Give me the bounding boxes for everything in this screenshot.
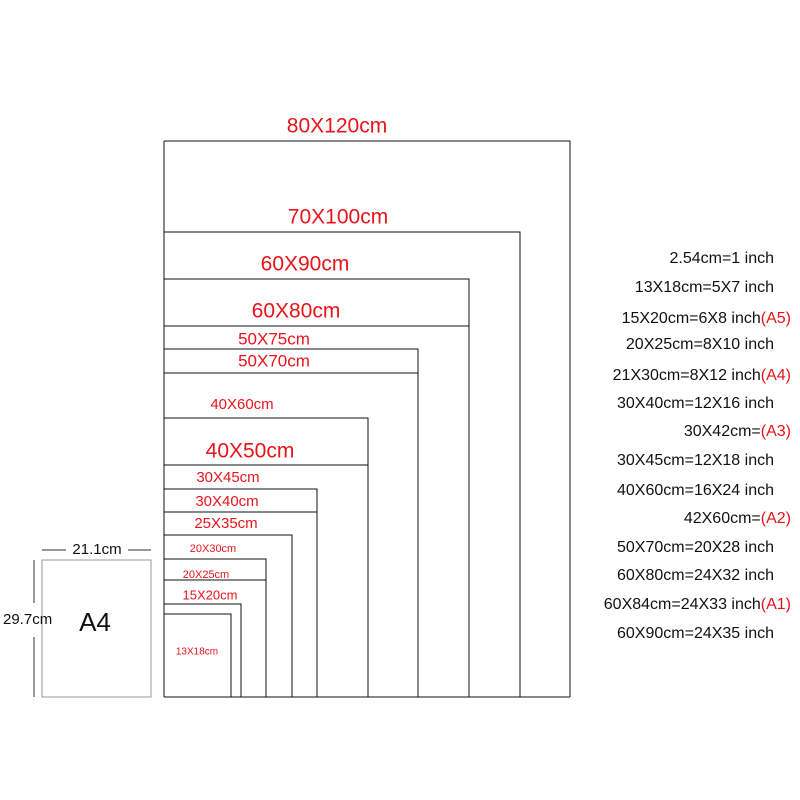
conversion-tag: (A1) (761, 596, 791, 613)
size-label: 40X50cm (206, 440, 295, 463)
conversion-text: 20X25cm=8X10 inch (626, 336, 774, 353)
size-label: 50X70cm (238, 351, 310, 370)
size-label: 40X60cm (210, 396, 273, 413)
size-frame (164, 231, 521, 697)
conversion-line: 30X45cm=12X18 inch (617, 452, 774, 469)
size-label: 20X25cm (183, 569, 229, 581)
conversion-text: 21X30cm=8X12 inch (613, 367, 761, 384)
conversion-text: 50X70cm=20X28 inch (617, 539, 774, 556)
size-frame (164, 140, 571, 697)
size-label: 13X18cm (176, 647, 218, 658)
a4-height: 29.7cm (3, 611, 52, 628)
conversion-line: 60X90cm=24X35 inch (617, 625, 774, 642)
conversion-text: 42X60cm= (684, 510, 761, 527)
size-frame (164, 372, 419, 697)
size-label: 60X80cm (252, 300, 341, 323)
conversion-text: 13X18cm=5X7 inch (635, 279, 774, 296)
conversion-line: 50X70cm=20X28 inch (617, 539, 774, 556)
size-frame (164, 511, 318, 697)
conversion-text: 2.54cm=1 inch (669, 250, 774, 267)
conversion-tag: (A4) (761, 367, 791, 384)
conversion-line: 60X84cm=24X33 inch(A1) (604, 596, 791, 613)
conversion-line: 20X25cm=8X10 inch (626, 336, 774, 353)
size-label: 80X120cm (287, 115, 387, 138)
a4-label: A4 (79, 607, 111, 637)
conversion-tag: (A2) (761, 510, 791, 527)
conversion-line: 30X42cm=(A3) (684, 423, 791, 440)
size-label: 50X75cm (238, 329, 310, 348)
size-frame (164, 325, 470, 697)
conversion-text: 40X60cm=16X24 inch (617, 482, 774, 499)
size-label: 25X35cm (194, 515, 257, 532)
conversion-text: 60X90cm=24X35 inch (617, 625, 774, 642)
conversion-text: 15X20cm=6X8 inch (622, 310, 761, 327)
conversion-line: 21X30cm=8X12 inch(A4) (613, 367, 791, 384)
a4-box (41, 559, 152, 698)
size-frame (164, 603, 242, 697)
size-frame (164, 613, 232, 697)
conversion-line: 15X20cm=6X8 inch(A5) (622, 310, 791, 327)
size-label: 30X40cm (195, 493, 258, 510)
a4-width: 21.1cm (72, 541, 121, 558)
conversion-line: 30X40cm=12X16 inch (617, 395, 774, 412)
size-frame (164, 534, 293, 697)
conversion-line: 42X60cm=(A2) (684, 510, 791, 527)
size-frame (164, 579, 267, 697)
size-label: 15X20cm (183, 587, 238, 602)
conversion-text: 60X84cm=24X33 inch (604, 596, 761, 613)
conversion-text: 60X80cm=24X32 inch (617, 567, 774, 584)
size-frame (164, 464, 369, 697)
conversion-text: 30X45cm=12X18 inch (617, 452, 774, 469)
conversion-line: 2.54cm=1 inch (669, 250, 774, 267)
conversion-line: 40X60cm=16X24 inch (617, 482, 774, 499)
size-label: 70X100cm (288, 206, 388, 229)
conversion-line: 13X18cm=5X7 inch (635, 279, 774, 296)
conversion-tag: (A3) (761, 423, 791, 440)
conversion-text: 30X40cm=12X16 inch (617, 395, 774, 412)
conversion-tag: (A5) (761, 310, 791, 327)
conversion-line: 60X80cm=24X32 inch (617, 567, 774, 584)
size-label: 60X90cm (261, 253, 350, 276)
size-label: 30X45cm (196, 469, 259, 486)
conversion-text: 30X42cm= (684, 423, 761, 440)
size-label: 20X30cm (190, 543, 236, 555)
